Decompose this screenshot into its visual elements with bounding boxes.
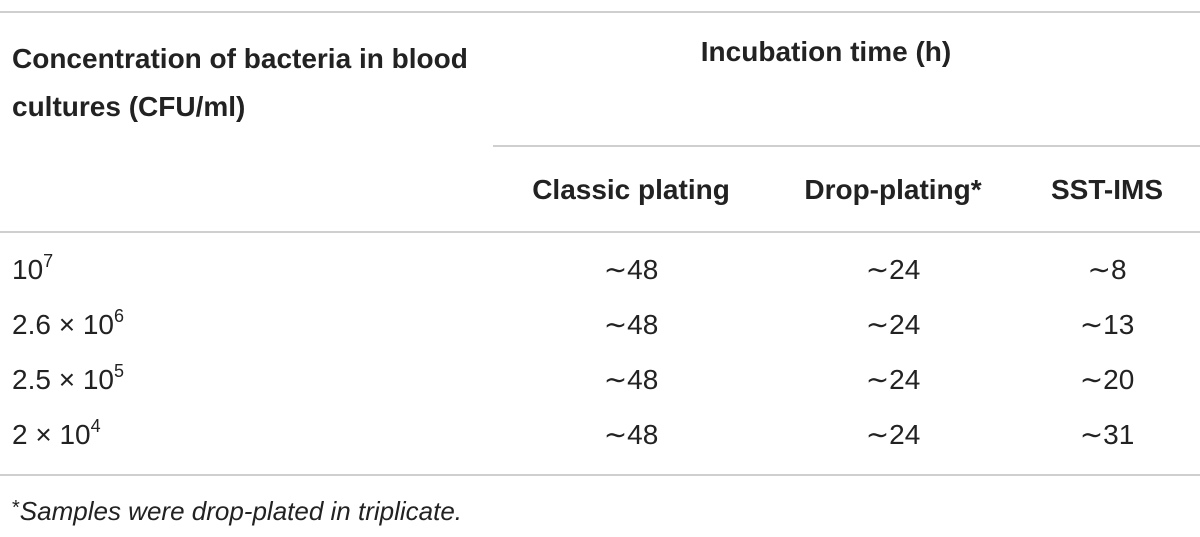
bottom-rule bbox=[0, 474, 1200, 476]
footnote-marker: * bbox=[12, 497, 20, 519]
value-cell: ∼13 bbox=[1079, 309, 1135, 340]
value-cell: ∼48 bbox=[603, 254, 659, 285]
column-header: SST-IMS bbox=[1050, 174, 1164, 205]
column-header: Drop-plating* bbox=[804, 174, 982, 205]
value-cell: ∼24 bbox=[865, 364, 921, 395]
footnote: *Samples were drop-plated in triplicate. bbox=[12, 491, 462, 528]
concentration-base: 10 bbox=[12, 254, 44, 285]
concentration-exponent: 4 bbox=[90, 416, 101, 436]
concentration-base: 2.5 × 10 bbox=[12, 364, 114, 395]
value-cell: ∼31 bbox=[1079, 419, 1135, 450]
concentration-cell: 2.5 × 105 bbox=[12, 361, 124, 397]
group-rule bbox=[493, 145, 1200, 147]
header-rule bbox=[0, 231, 1200, 233]
concentration-cell: 2 × 104 bbox=[12, 416, 101, 452]
concentration-cell: 107 bbox=[12, 251, 54, 287]
header-group: Incubation time (h) bbox=[700, 36, 952, 67]
concentration-base: 2.6 × 10 bbox=[12, 309, 114, 340]
top-rule bbox=[0, 11, 1200, 13]
value-cell: ∼20 bbox=[1079, 364, 1135, 395]
concentration-base: 2 × 10 bbox=[12, 419, 91, 450]
value-cell: ∼24 bbox=[865, 254, 921, 285]
column-header: Classic plating bbox=[532, 174, 730, 205]
header-concentration: Concentration of bacteria in blood cultu… bbox=[12, 43, 468, 122]
footnote-text: Samples were drop-plated in triplicate. bbox=[19, 496, 463, 526]
value-cell: ∼24 bbox=[865, 309, 921, 340]
concentration-exponent: 6 bbox=[113, 306, 124, 326]
concentration-exponent: 7 bbox=[43, 251, 54, 271]
value-cell: ∼24 bbox=[865, 419, 921, 450]
value-cell: ∼48 bbox=[603, 364, 659, 395]
concentration-cell: 2.6 × 106 bbox=[12, 306, 124, 342]
value-cell: ∼48 bbox=[603, 419, 659, 450]
concentration-exponent: 5 bbox=[113, 361, 124, 381]
value-cell: ∼8 bbox=[1087, 254, 1127, 285]
value-cell: ∼48 bbox=[603, 309, 659, 340]
